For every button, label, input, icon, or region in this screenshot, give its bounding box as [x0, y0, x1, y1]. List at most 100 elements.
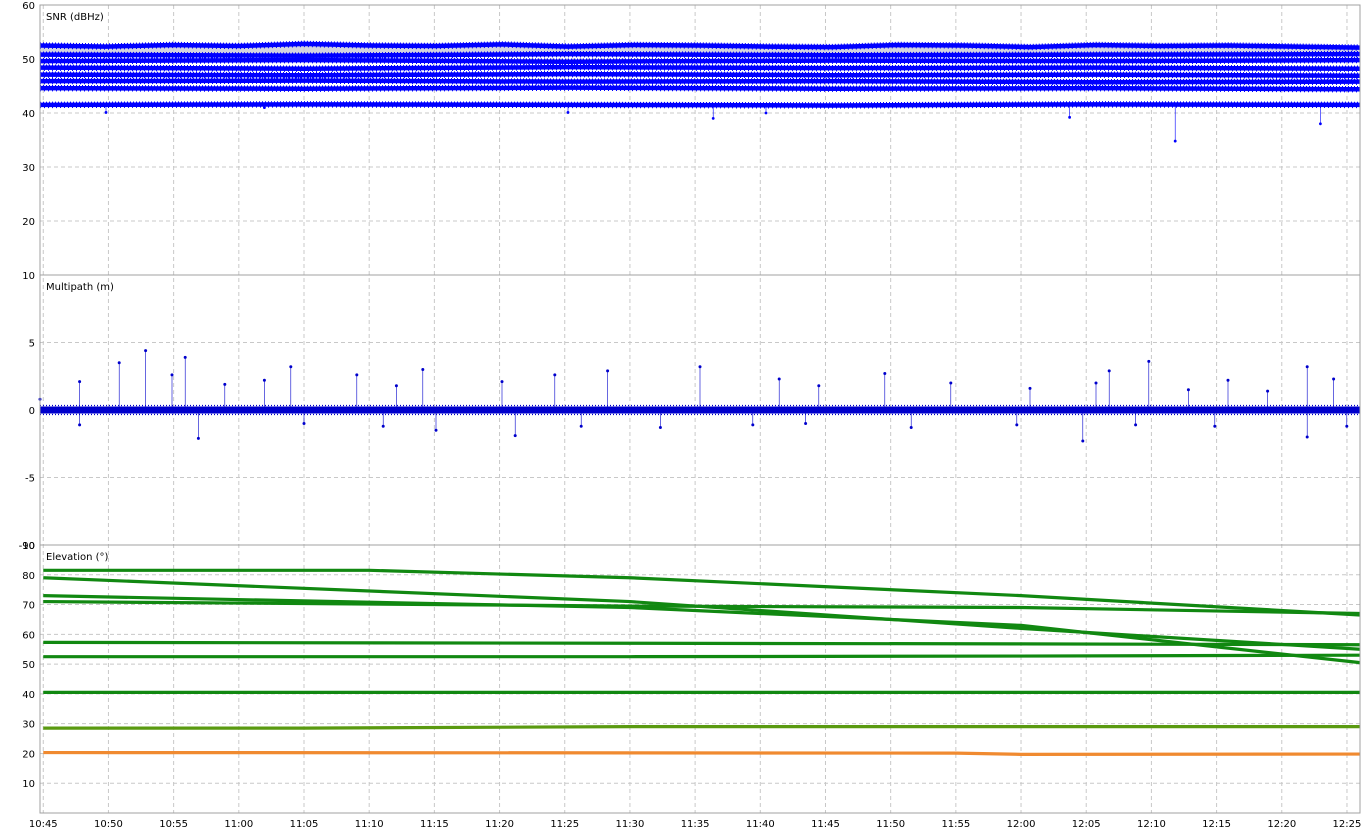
y-tick-label: 60	[22, 1, 35, 12]
snr-series-track	[39, 71, 1361, 78]
snr-series-scatter-upper	[39, 56, 1361, 60]
y-tick-label: 20	[22, 749, 35, 760]
elevation-series-line	[43, 599, 1361, 616]
multipath-spike-point	[421, 368, 425, 371]
snr-series-scatter-upper	[39, 77, 1361, 81]
x-tick-label: 11:15	[420, 819, 449, 830]
y-tick-label: 40	[22, 690, 35, 701]
x-tick-label: 11:30	[616, 819, 645, 830]
multipath-spike-point	[606, 369, 610, 373]
x-tick-label: 11:20	[485, 819, 514, 830]
multipath-spike-point	[1213, 424, 1217, 428]
multipath-spike-point	[78, 423, 82, 427]
y-tick-label: 40	[22, 109, 35, 120]
elevation-series-line	[43, 568, 1361, 617]
multipath-spike-point	[394, 384, 398, 388]
multipath-spike-point	[355, 373, 359, 377]
multipath-spike-point	[170, 373, 174, 377]
multipath-spike-point	[381, 424, 385, 428]
y-tick-label: 30	[22, 163, 35, 174]
x-tick-label: 10:50	[94, 819, 123, 830]
x-tick-label: 11:40	[746, 819, 775, 830]
y-tick-label: 20	[22, 217, 35, 228]
x-tick-label: 12:00	[1007, 819, 1036, 830]
multipath-spike-point	[817, 384, 821, 388]
data-layer	[38, 40, 1361, 756]
y-tick-label: 0	[29, 406, 35, 417]
multipath-spike-point	[698, 365, 702, 369]
snr-series-scatter-lower	[39, 76, 1361, 79]
elevation-series-line	[43, 640, 1361, 647]
x-tick-label: 12:05	[1072, 819, 1101, 830]
x-tick-label: 12:10	[1137, 819, 1166, 830]
plot-frame	[39, 4, 1361, 814]
multipath-spike-point	[804, 422, 808, 425]
x-tick-label: 11:25	[550, 819, 579, 830]
snr-series-track	[39, 85, 1361, 92]
x-tick-label: 11:00	[224, 819, 253, 830]
y-tick-label: 50	[22, 660, 35, 671]
snr-series-track	[39, 64, 1361, 71]
snr-outlier-point	[764, 111, 768, 115]
snr-series-scatter-lower	[39, 89, 1361, 93]
snr-outlier-point	[1173, 139, 1177, 143]
y-tick-label: 50	[22, 55, 35, 66]
multipath-spike-point	[1226, 378, 1230, 382]
x-tick-label: 12:20	[1267, 819, 1296, 830]
elevation-series-line	[43, 750, 1361, 756]
y-tick-label: 80	[22, 571, 35, 582]
snr-series-scatter-lower	[39, 62, 1361, 65]
y-tick-label: 30	[22, 720, 35, 731]
multipath-spike-point	[117, 361, 121, 365]
y-tick-label: 5	[29, 339, 35, 350]
y-tick-label: 10	[22, 271, 35, 282]
x-tick-label: 11:10	[355, 819, 384, 830]
snr-outlier-point	[263, 106, 266, 109]
multipath-spike-point	[1028, 386, 1032, 390]
x-tick-label: 12:25	[1333, 819, 1362, 830]
snr-series-scatter-upper	[39, 84, 1361, 88]
multipath-spike-point	[500, 380, 504, 384]
multipath-spike-point	[949, 381, 953, 385]
x-tick-label: 12:15	[1202, 819, 1231, 830]
x-tick-label: 10:55	[159, 819, 188, 830]
snr-series-scatter-lower	[39, 106, 1361, 109]
x-tick-label: 11:45	[811, 819, 840, 830]
multipath-spike-point	[1186, 388, 1190, 392]
snr-series-track	[39, 41, 1361, 50]
multipath-spike-point	[78, 380, 82, 384]
multipath-spike-point	[1345, 424, 1349, 428]
x-tick-label: 11:55	[941, 819, 970, 830]
snr-panel-title: SNR (dBHz)	[46, 12, 104, 23]
multipath-spike-point	[289, 365, 293, 369]
multipath-spike-point	[513, 434, 517, 438]
snr-series-track	[39, 78, 1361, 85]
y-tick-label: 90	[22, 541, 35, 552]
snr-outlier-point	[1319, 122, 1322, 126]
multipath-spike-point	[183, 355, 187, 359]
multipath-spike-point	[196, 436, 200, 440]
multipath-spike-point	[1305, 435, 1309, 439]
snr-series-scatter-upper	[39, 70, 1361, 74]
snr-outlier-point	[104, 111, 108, 114]
snr-series-scatter-lower	[39, 69, 1361, 72]
multipath-spike-point	[579, 424, 583, 428]
y-tick-label: -10	[19, 541, 35, 552]
elevation-series-line	[43, 576, 1361, 651]
multipath-spike-point	[302, 422, 306, 425]
x-tick-label: 11:35	[681, 819, 710, 830]
elevation-panel-title: Elevation (°)	[46, 552, 109, 563]
multipath-spike-point	[751, 423, 755, 427]
elevation-series-line	[43, 653, 1361, 659]
snr-series-scatter-upper	[39, 50, 1361, 54]
multipath-spike-point	[1107, 369, 1111, 373]
y-tick-label: 70	[22, 601, 35, 612]
snr-series-track	[39, 51, 1361, 59]
snr-series-scatter-lower	[39, 45, 1361, 51]
multipath-spike-point	[144, 349, 148, 353]
y-tick-label: 10	[22, 779, 35, 790]
snr-outlier-point	[1068, 115, 1071, 119]
elevation-series-line	[43, 725, 1360, 730]
y-tick-label: -5	[25, 474, 35, 485]
